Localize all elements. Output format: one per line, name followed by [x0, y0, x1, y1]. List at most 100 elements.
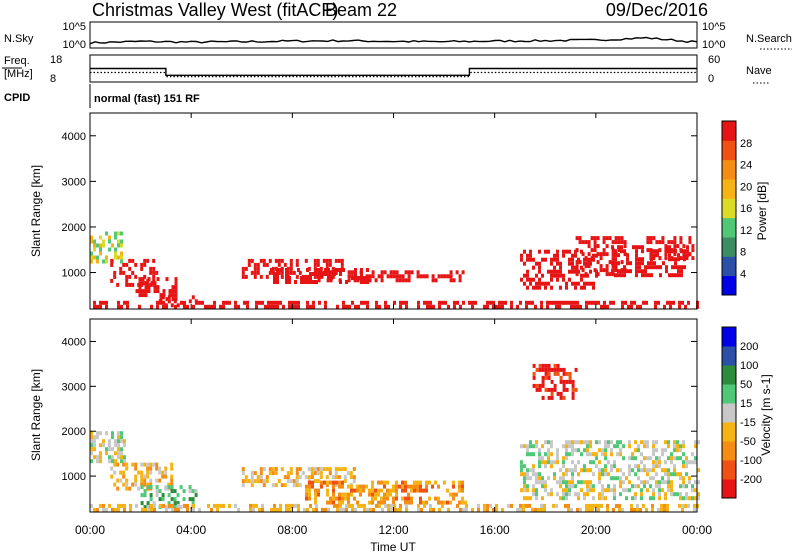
velocity-cell-4 — [380, 488, 383, 493]
power-cell-10 — [679, 256, 683, 261]
power-cell-5 — [318, 272, 321, 276]
velocity-cell-3 — [352, 467, 356, 472]
power-cell-4 — [328, 258, 332, 263]
velocity-cell-4 — [389, 492, 392, 497]
velocity-cell-4 — [386, 496, 389, 501]
power-cell-4 — [250, 258, 254, 263]
velocity-cell-6 — [694, 480, 697, 485]
power-cell-2 — [174, 281, 178, 286]
power-cell-10 — [682, 256, 686, 261]
power-cell-7 — [526, 273, 529, 278]
power-cell-4 — [241, 270, 245, 275]
velocity-cell-6 — [574, 464, 577, 469]
velocity-cell-5 — [547, 395, 551, 400]
power-cell-7 — [520, 257, 523, 262]
power-cell-4 — [271, 266, 275, 271]
power-cell-5 — [288, 280, 291, 284]
power-cell-1 — [155, 270, 159, 275]
velocity-cell-1 — [146, 470, 150, 475]
velocity-cell-6 — [544, 480, 547, 485]
velocity-cell-6 — [598, 460, 601, 465]
power-cell-10 — [649, 256, 653, 261]
velocity-cell-6 — [604, 464, 607, 469]
power-cell-9 — [626, 253, 629, 258]
velocity-cell-0 — [123, 439, 126, 444]
velocity-cell-6 — [667, 476, 670, 481]
velocity-cell-0 — [117, 435, 120, 440]
velocity-cell-4 — [419, 488, 422, 493]
velocity-cell-0 — [90, 447, 93, 452]
power-cell-7 — [592, 253, 595, 258]
velocity-cell-3 — [259, 467, 263, 472]
velocity-cell-6 — [607, 484, 610, 489]
velocity-cell-7 — [285, 507, 288, 512]
power-cell-7 — [574, 253, 577, 258]
power-cell-7 — [550, 285, 553, 290]
velocity-cell-3 — [289, 471, 293, 476]
velocity-cell-3 — [274, 471, 278, 476]
velocity-cell-7 — [489, 503, 492, 508]
power-cell-11 — [105, 300, 108, 305]
power-cell-7 — [583, 257, 586, 262]
velocity-cell-6 — [679, 472, 682, 477]
velocity-cell-0 — [117, 443, 120, 448]
x-tick-label: 16:00 — [480, 523, 510, 537]
velocity-cell-4 — [314, 500, 317, 505]
velocity-cell-5 — [544, 363, 548, 368]
velocity-cell-7 — [117, 507, 120, 512]
velocity-cell-6 — [523, 484, 526, 489]
velocity-cell-7 — [567, 507, 570, 512]
power-cell-9 — [647, 273, 650, 278]
power-cell-11 — [471, 304, 474, 309]
power-cell-4 — [277, 262, 281, 267]
velocity-cell-3 — [295, 471, 299, 476]
velocity-cell-5 — [532, 363, 536, 368]
power-cell-9 — [653, 265, 656, 270]
velocity-cell-3 — [292, 483, 296, 488]
velocity-cell-3 — [292, 479, 296, 484]
power-cell-8 — [605, 268, 609, 273]
velocity-cell-6 — [541, 476, 544, 481]
power-cell-11 — [495, 304, 498, 309]
power-cell-11 — [588, 300, 591, 305]
velocity-cell-6 — [697, 480, 700, 485]
power-cell-7 — [583, 285, 586, 290]
velocity-cell-7 — [351, 503, 354, 508]
x-tick-label: 04:00 — [176, 523, 206, 537]
power-cell-3 — [191, 295, 195, 300]
power-cell-10 — [649, 252, 653, 257]
velocity-cell-4 — [452, 480, 455, 485]
power-cell-8 — [590, 236, 594, 241]
power-cell-0 — [102, 239, 105, 244]
power-cell-11 — [558, 300, 561, 305]
velocity-cell-4 — [422, 500, 425, 505]
velocity-cell-7 — [567, 503, 570, 508]
velocity-cell-7 — [171, 507, 174, 512]
velocity-cell-7 — [642, 503, 645, 508]
velocity-cell-6 — [697, 492, 700, 497]
velocity-cell-5 — [550, 395, 554, 400]
velocity-cell-7 — [273, 507, 276, 512]
velocity-cell-4 — [362, 488, 365, 493]
velocity-cell-5 — [553, 383, 557, 388]
velocity-cell-4 — [374, 496, 377, 501]
power-cell-11 — [297, 304, 300, 309]
velocity-cell-1 — [122, 474, 126, 479]
velocity-cell-4 — [386, 488, 389, 493]
velocity-cell-4 — [311, 484, 314, 489]
velocity-cell-4 — [341, 480, 344, 485]
power-cell-11 — [597, 300, 600, 305]
velocity-cell-0 — [114, 443, 117, 448]
velocity-cell-6 — [523, 496, 526, 501]
power-cell-11 — [219, 304, 222, 309]
power-cell-8 — [602, 268, 606, 273]
power-cell-11 — [306, 300, 309, 305]
power-cell-6 — [374, 278, 378, 283]
velocity-cell-6 — [607, 440, 610, 445]
power-cell-6 — [359, 270, 363, 275]
velocity-cell-7 — [633, 507, 636, 512]
velocity-cell-6 — [571, 448, 574, 453]
power-cell-11 — [486, 300, 489, 305]
power-cell-7 — [538, 281, 541, 286]
power-cell-6 — [347, 270, 351, 275]
